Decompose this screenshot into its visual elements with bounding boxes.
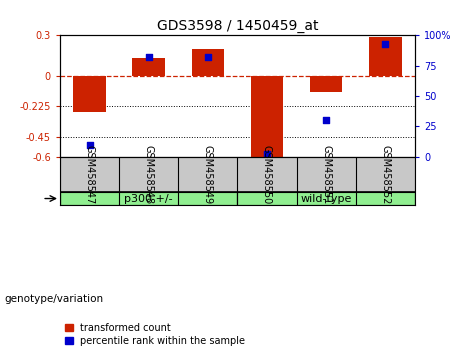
Text: GSM458547: GSM458547 — [84, 145, 95, 204]
Text: GSM458548: GSM458548 — [144, 145, 154, 204]
Text: GSM458549: GSM458549 — [203, 145, 213, 204]
Bar — [132, 58, 165, 76]
Bar — [73, 76, 106, 112]
Bar — [237, 192, 415, 205]
Bar — [369, 38, 402, 76]
Bar — [192, 49, 224, 76]
Title: GDS3598 / 1450459_at: GDS3598 / 1450459_at — [157, 19, 318, 33]
Text: p300 +/-: p300 +/- — [124, 194, 173, 204]
Point — [204, 55, 212, 60]
Text: GSM458550: GSM458550 — [262, 145, 272, 204]
Point — [322, 118, 330, 123]
Bar — [310, 76, 343, 92]
Text: GSM458551: GSM458551 — [321, 145, 331, 204]
Legend: transformed count, percentile rank within the sample: transformed count, percentile rank withi… — [65, 323, 245, 346]
Point — [263, 152, 271, 157]
Text: genotype/variation: genotype/variation — [5, 294, 104, 304]
Bar — [251, 76, 283, 157]
Bar — [60, 192, 237, 205]
Text: GSM458552: GSM458552 — [380, 144, 390, 204]
Text: wild-type: wild-type — [301, 194, 352, 204]
Point — [86, 142, 93, 148]
Point — [382, 41, 389, 47]
Point — [145, 55, 152, 60]
